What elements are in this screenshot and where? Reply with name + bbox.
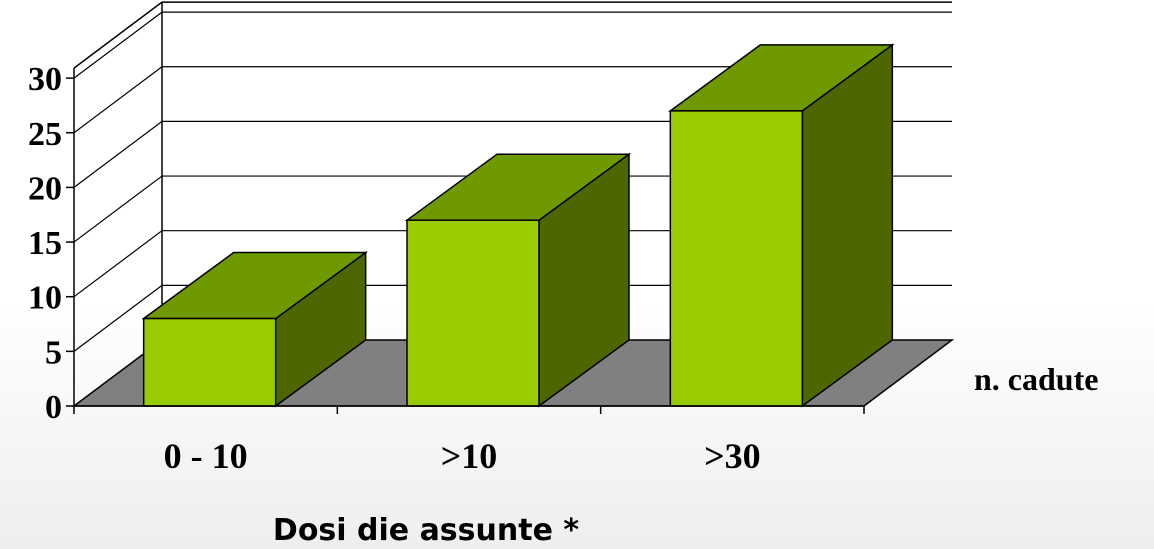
y-tick-label: 10 bbox=[28, 280, 62, 317]
axes bbox=[66, 77, 865, 414]
series-label: n. cadute bbox=[974, 361, 1098, 397]
y-tick-label: 15 bbox=[28, 225, 62, 262]
x-tick-label: >30 bbox=[704, 436, 761, 476]
y-tick-label: 20 bbox=[28, 170, 62, 207]
bar bbox=[668, 43, 895, 408]
bars bbox=[141, 43, 895, 408]
bar bbox=[404, 152, 632, 408]
bar-front-face bbox=[669, 110, 804, 407]
gridline bbox=[73, 66, 952, 134]
y-tick-label: 30 bbox=[28, 61, 62, 98]
labels: 0 5 10 15 20 25 30 0 - 10 >10 >30 bbox=[28, 61, 761, 476]
x-axis-title: Dosi die assunte * bbox=[273, 513, 579, 548]
gridline bbox=[73, 11, 952, 79]
y-tick-label: 25 bbox=[28, 116, 62, 153]
side-wall-top-edge bbox=[73, 1, 163, 69]
chart-walls bbox=[73, 1, 952, 406]
x-tick-label: >10 bbox=[441, 436, 498, 476]
bar-front-face bbox=[406, 219, 540, 407]
y-tick-label: 5 bbox=[45, 334, 62, 371]
x-tick-label: 0 - 10 bbox=[164, 436, 248, 476]
y-tick-label: 0 bbox=[45, 389, 62, 426]
bar bbox=[141, 251, 368, 408]
bar-front-face bbox=[142, 317, 277, 407]
